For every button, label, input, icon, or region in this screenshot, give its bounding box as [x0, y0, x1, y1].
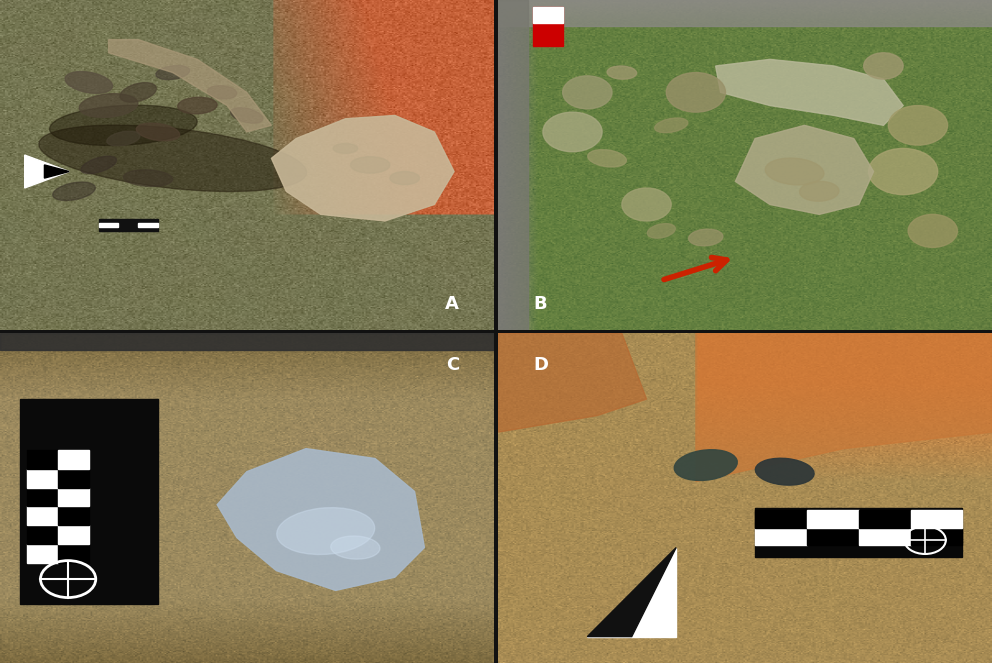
Ellipse shape — [230, 107, 263, 123]
Polygon shape — [498, 333, 647, 432]
Polygon shape — [587, 548, 677, 636]
FancyBboxPatch shape — [58, 469, 89, 488]
Ellipse shape — [178, 97, 217, 114]
Ellipse shape — [655, 118, 687, 133]
FancyBboxPatch shape — [806, 528, 859, 545]
Circle shape — [908, 214, 957, 247]
Text: B: B — [533, 295, 547, 314]
FancyBboxPatch shape — [755, 508, 962, 558]
Ellipse shape — [765, 158, 824, 185]
Ellipse shape — [136, 123, 180, 141]
FancyBboxPatch shape — [58, 507, 89, 525]
Ellipse shape — [277, 508, 375, 554]
Polygon shape — [587, 548, 677, 636]
Polygon shape — [272, 115, 454, 221]
Polygon shape — [25, 155, 69, 188]
FancyBboxPatch shape — [58, 450, 89, 469]
Polygon shape — [217, 449, 425, 591]
Circle shape — [543, 112, 602, 152]
FancyBboxPatch shape — [58, 488, 89, 507]
Circle shape — [864, 53, 903, 79]
Ellipse shape — [65, 72, 112, 93]
Ellipse shape — [587, 150, 626, 167]
Ellipse shape — [120, 83, 157, 102]
Circle shape — [622, 188, 672, 221]
FancyBboxPatch shape — [58, 544, 89, 563]
Ellipse shape — [755, 458, 814, 485]
FancyBboxPatch shape — [27, 544, 58, 563]
Ellipse shape — [79, 93, 138, 117]
Ellipse shape — [800, 182, 839, 202]
Text: A: A — [445, 295, 459, 314]
Polygon shape — [695, 333, 992, 481]
FancyBboxPatch shape — [859, 511, 911, 528]
FancyBboxPatch shape — [138, 223, 158, 227]
Ellipse shape — [390, 172, 420, 185]
Circle shape — [869, 149, 937, 195]
Ellipse shape — [39, 125, 307, 192]
Circle shape — [667, 72, 725, 112]
FancyBboxPatch shape — [911, 528, 962, 545]
Polygon shape — [735, 125, 874, 214]
FancyBboxPatch shape — [99, 219, 158, 231]
FancyBboxPatch shape — [27, 469, 58, 488]
Ellipse shape — [330, 536, 380, 559]
FancyBboxPatch shape — [806, 511, 859, 528]
Ellipse shape — [207, 86, 237, 99]
Polygon shape — [108, 40, 272, 132]
Ellipse shape — [688, 229, 723, 246]
FancyBboxPatch shape — [27, 488, 58, 507]
FancyBboxPatch shape — [58, 525, 89, 544]
FancyBboxPatch shape — [27, 507, 58, 525]
FancyBboxPatch shape — [755, 511, 806, 528]
FancyBboxPatch shape — [533, 7, 562, 46]
FancyBboxPatch shape — [498, 0, 992, 27]
FancyBboxPatch shape — [20, 399, 158, 603]
Ellipse shape — [156, 66, 189, 80]
FancyBboxPatch shape — [99, 223, 118, 227]
FancyBboxPatch shape — [859, 528, 911, 545]
Ellipse shape — [123, 170, 173, 186]
FancyBboxPatch shape — [27, 450, 58, 469]
Polygon shape — [45, 165, 69, 178]
FancyBboxPatch shape — [911, 511, 962, 528]
Ellipse shape — [350, 156, 390, 173]
FancyBboxPatch shape — [498, 0, 528, 330]
Ellipse shape — [107, 131, 140, 146]
Text: C: C — [445, 356, 459, 374]
FancyBboxPatch shape — [755, 528, 806, 545]
Ellipse shape — [648, 223, 676, 238]
Ellipse shape — [607, 66, 637, 79]
FancyBboxPatch shape — [0, 333, 493, 349]
Circle shape — [562, 76, 612, 109]
Polygon shape — [715, 60, 903, 125]
Ellipse shape — [81, 156, 116, 174]
Ellipse shape — [50, 105, 197, 145]
Ellipse shape — [333, 143, 358, 153]
Ellipse shape — [53, 182, 95, 201]
FancyBboxPatch shape — [27, 525, 58, 544]
Text: D: D — [533, 356, 548, 374]
Circle shape — [889, 105, 947, 145]
Ellipse shape — [675, 450, 737, 481]
FancyBboxPatch shape — [533, 7, 562, 23]
